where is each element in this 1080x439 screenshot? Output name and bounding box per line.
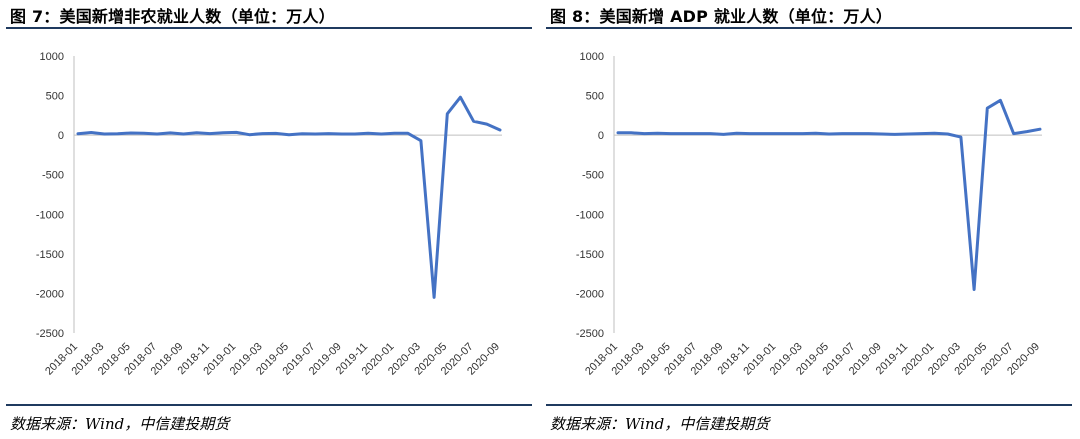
series-line [616,98,1042,291]
y-tick-label: 500 [586,91,604,103]
y-tick-label: 1000 [40,51,64,63]
y-tick-label: 1000 [580,51,604,63]
title-rule [546,27,1072,29]
y-tick-label: -1000 [36,209,64,221]
line-chart-adp: 10005000-500-1000-1500-2000-25002018-012… [576,51,1042,378]
y-tick-label: -2500 [36,328,64,340]
source-note: 数据来源：Wind，中信建投期货 [550,415,770,433]
y-tick-label: -2000 [576,288,604,300]
series-line [76,95,502,299]
source-rule [6,404,532,406]
y-tick-label: -1000 [576,209,604,221]
y-tick-label: 0 [58,130,64,142]
chart-title: 图 8：美国新增 ADP 就业人数（单位：万人） [550,7,893,26]
source-note: 数据来源：Wind，中信建投期货 [10,415,230,433]
y-tick-label: -1500 [36,249,64,261]
y-tick-label: -1500 [576,249,604,261]
chart-panel-nonfarm: 图 7：美国新增非农就业人数（单位：万人） 1000 500 0 -500 -1000 -… [6,0,536,439]
chart-panel-adp: 图 8：美国新增 ADP 就业人数（单位：万人） 1000 500 0 -500 -10… [546,0,1076,439]
title-rule [6,27,532,29]
line-chart-nonfarm: 10005000-500-1000-1500-2000-25002018-012… [36,51,502,378]
y-tick-label: -500 [42,170,64,182]
source-rule [546,404,1072,406]
y-tick-label: -2500 [576,328,604,340]
y-tick-label: -500 [582,170,604,182]
y-tick-label: 0 [598,130,604,142]
chart-title: 图 7：美国新增非农就业人数（单位：万人） [10,7,335,26]
y-tick-label: -2000 [36,288,64,300]
y-tick-label: 500 [46,91,64,103]
